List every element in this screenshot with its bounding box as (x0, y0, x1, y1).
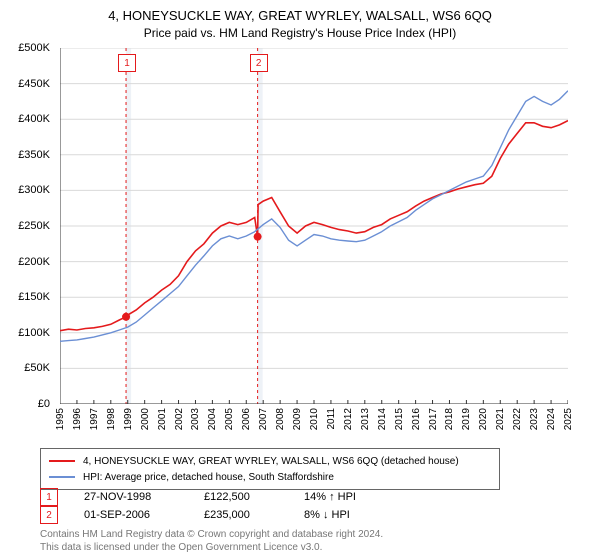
x-tick-label: 2011 (326, 408, 337, 430)
x-tick-label: 2003 (190, 408, 201, 430)
legend-label: HPI: Average price, detached house, Sout… (83, 472, 334, 483)
event-price: £122,500 (204, 491, 284, 503)
x-tick-label: 1998 (106, 408, 117, 430)
x-tick-label: 2020 (478, 408, 489, 430)
y-tick-label: £200K (0, 256, 50, 268)
x-tick-label: 2017 (428, 408, 439, 430)
chart-svg (60, 48, 568, 404)
event-price: £235,000 (204, 509, 284, 521)
line-chart: 12 (60, 48, 568, 404)
chart-event-marker: 1 (118, 54, 136, 72)
x-tick-label: 2018 (444, 408, 455, 430)
y-tick-label: £350K (0, 149, 50, 161)
x-tick-label: 2012 (343, 408, 354, 430)
x-tick-label: 1999 (123, 408, 134, 430)
event-row: 1 27-NOV-1998 £122,500 14% ↑ HPI (40, 488, 394, 506)
event-pct: 8% ↓ HPI (304, 509, 394, 521)
x-tick-label: 2025 (563, 408, 574, 430)
page-title: 4, HONEYSUCKLE WAY, GREAT WYRLEY, WALSAL… (0, 8, 600, 23)
legend-swatch (49, 460, 75, 462)
event-marker-2: 2 (40, 506, 58, 524)
event-row: 2 01-SEP-2006 £235,000 8% ↓ HPI (40, 506, 394, 524)
legend: 4, HONEYSUCKLE WAY, GREAT WYRLEY, WALSAL… (40, 448, 500, 490)
legend-swatch (49, 476, 75, 478)
y-tick-label: £500K (0, 42, 50, 54)
y-tick-label: £50K (0, 362, 50, 374)
x-tick-label: 2015 (394, 408, 405, 430)
x-tick-label: 2005 (224, 408, 235, 430)
x-tick-label: 1997 (89, 408, 100, 430)
y-tick-label: £450K (0, 78, 50, 90)
attribution: Contains HM Land Registry data © Crown c… (40, 528, 383, 554)
y-tick-label: £400K (0, 113, 50, 125)
event-date: 27-NOV-1998 (84, 491, 184, 503)
y-axis-labels: £0£50K£100K£150K£200K£250K£300K£350K£400… (0, 48, 56, 404)
x-tick-label: 1996 (72, 408, 83, 430)
x-tick-label: 2016 (411, 408, 422, 430)
x-tick-label: 2000 (140, 408, 151, 430)
x-tick-label: 2001 (157, 408, 168, 430)
events-table: 1 27-NOV-1998 £122,500 14% ↑ HPI 2 01-SE… (40, 488, 394, 524)
x-tick-label: 2013 (360, 408, 371, 430)
y-tick-label: £100K (0, 327, 50, 339)
y-tick-label: £0 (0, 398, 50, 410)
x-tick-label: 2009 (292, 408, 303, 430)
y-tick-label: £300K (0, 184, 50, 196)
event-marker-1: 1 (40, 488, 58, 506)
attribution-line: Contains HM Land Registry data © Crown c… (40, 528, 383, 541)
x-tick-label: 2008 (275, 408, 286, 430)
x-tick-label: 2006 (241, 408, 252, 430)
event-date: 01-SEP-2006 (84, 509, 184, 521)
chart-event-marker: 2 (250, 54, 268, 72)
x-tick-label: 1995 (55, 408, 66, 430)
x-tick-label: 2022 (512, 408, 523, 430)
x-tick-label: 2019 (461, 408, 472, 430)
attribution-line: This data is licensed under the Open Gov… (40, 541, 383, 554)
x-tick-label: 2014 (377, 408, 388, 430)
y-tick-label: £150K (0, 291, 50, 303)
page-subtitle: Price paid vs. HM Land Registry's House … (0, 26, 600, 40)
y-tick-label: £250K (0, 220, 50, 232)
x-tick-label: 2024 (546, 408, 557, 430)
x-tick-label: 2021 (495, 408, 506, 430)
legend-row-hpi: HPI: Average price, detached house, Sout… (49, 469, 491, 485)
x-tick-label: 2010 (309, 408, 320, 430)
legend-label: 4, HONEYSUCKLE WAY, GREAT WYRLEY, WALSAL… (83, 456, 459, 467)
x-axis-labels: 1995199619971998199920002001200220032004… (60, 404, 568, 450)
event-pct: 14% ↑ HPI (304, 491, 394, 503)
x-tick-label: 2023 (529, 408, 540, 430)
legend-row-price-paid: 4, HONEYSUCKLE WAY, GREAT WYRLEY, WALSAL… (49, 453, 491, 469)
x-tick-label: 2007 (258, 408, 269, 430)
x-tick-label: 2004 (207, 408, 218, 430)
x-tick-label: 2002 (174, 408, 185, 430)
